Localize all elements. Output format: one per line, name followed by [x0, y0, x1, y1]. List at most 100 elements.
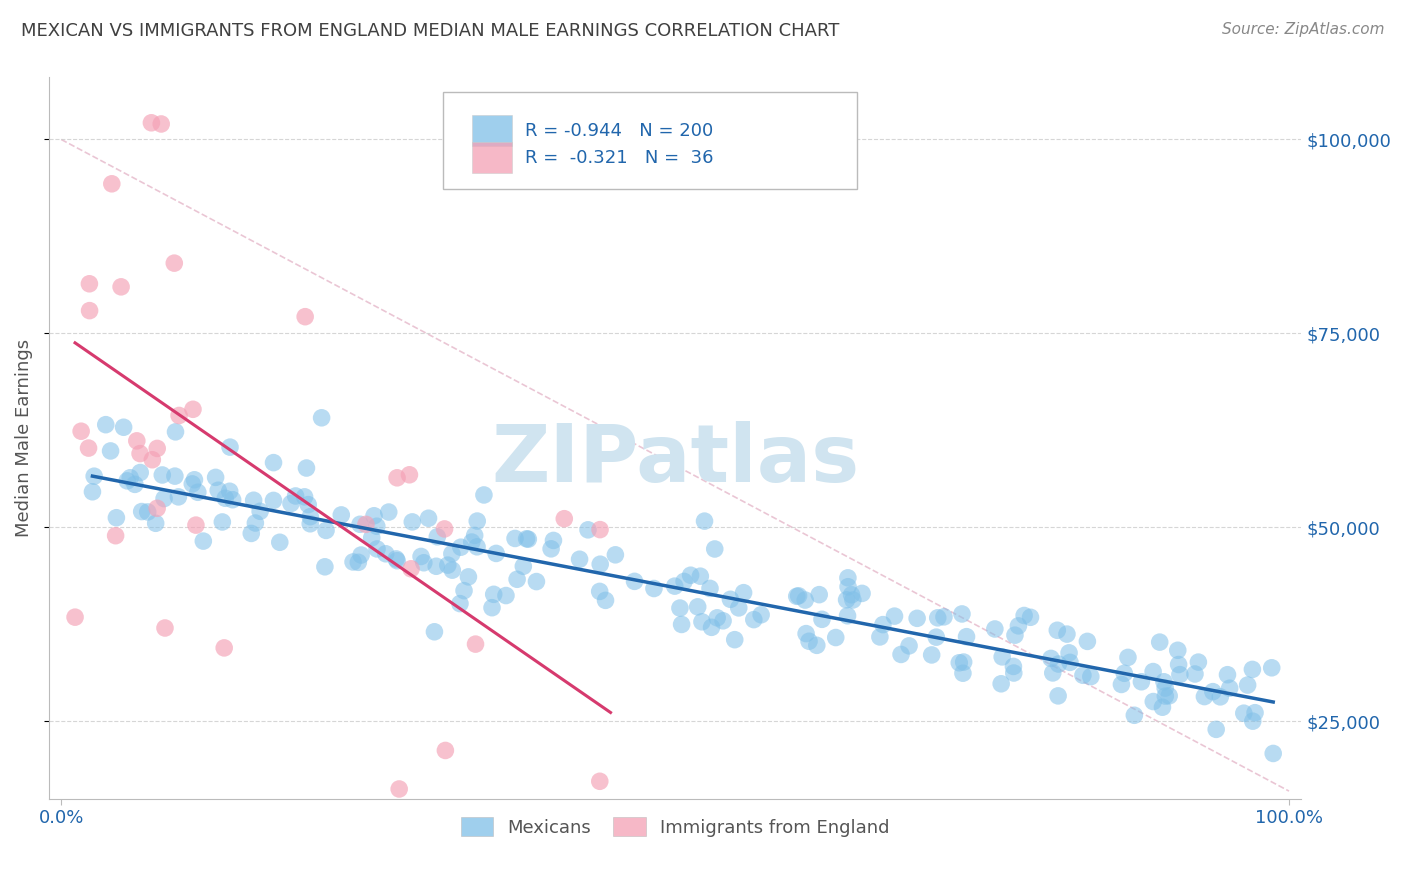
Point	[112, 420, 135, 434]
Point	[294, 490, 316, 504]
Point	[1114, 666, 1136, 681]
Point	[187, 485, 209, 500]
Point	[219, 440, 242, 454]
Point	[1071, 668, 1094, 682]
Point	[214, 491, 236, 506]
Point	[1076, 634, 1098, 648]
Point	[481, 600, 503, 615]
Point	[706, 611, 728, 625]
Point	[1123, 708, 1146, 723]
Point	[835, 592, 858, 607]
Point	[1047, 657, 1070, 671]
Point	[120, 471, 142, 485]
Point	[984, 622, 1007, 636]
Point	[299, 516, 322, 531]
Point	[506, 572, 529, 586]
Point	[129, 466, 152, 480]
Point	[212, 640, 235, 655]
Point	[1059, 656, 1081, 670]
Point	[77, 441, 100, 455]
Point	[543, 533, 565, 548]
Point	[1194, 690, 1216, 704]
Point	[1007, 619, 1029, 633]
Point	[1168, 667, 1191, 681]
Point	[437, 558, 460, 573]
Point	[1202, 684, 1225, 698]
Point	[63, 610, 86, 624]
Point	[1263, 747, 1285, 761]
Point	[240, 526, 263, 541]
Point	[733, 585, 755, 599]
Point	[136, 505, 159, 519]
Point	[465, 540, 488, 554]
Point	[927, 611, 949, 625]
Point	[218, 484, 240, 499]
Point	[1142, 665, 1164, 679]
Point	[464, 637, 486, 651]
Point	[1111, 677, 1133, 691]
Point	[806, 638, 828, 652]
Point	[797, 634, 820, 648]
Point	[399, 562, 422, 576]
Text: R =  -0.321   N =  36: R = -0.321 N = 36	[524, 148, 713, 167]
Point	[952, 655, 974, 669]
Point	[1149, 635, 1171, 649]
Point	[342, 555, 364, 569]
Point	[1154, 689, 1177, 703]
Point	[508, 806, 530, 821]
Point	[1260, 661, 1282, 675]
Point	[167, 409, 190, 423]
Point	[1012, 608, 1035, 623]
Text: MEXICAN VS IMMIGRANTS FROM ENGLAND MEDIAN MALE EARNINGS CORRELATION CHART: MEXICAN VS IMMIGRANTS FROM ENGLAND MEDIA…	[21, 22, 839, 40]
Point	[703, 541, 725, 556]
Point	[423, 624, 446, 639]
Point	[1153, 674, 1175, 689]
Point	[872, 617, 894, 632]
FancyBboxPatch shape	[443, 92, 856, 189]
Point	[869, 630, 891, 644]
Text: ZIPatlas: ZIPatlas	[491, 421, 859, 499]
Point	[461, 535, 484, 549]
Point	[163, 469, 186, 483]
Point	[786, 589, 808, 603]
Point	[263, 456, 285, 470]
Point	[727, 600, 749, 615]
Point	[932, 610, 955, 624]
Point	[207, 483, 229, 498]
FancyBboxPatch shape	[472, 143, 512, 173]
Point	[664, 579, 686, 593]
Point	[1056, 627, 1078, 641]
Point	[131, 505, 153, 519]
Point	[1002, 659, 1025, 673]
Point	[146, 442, 169, 456]
Point	[1167, 657, 1189, 672]
Point	[991, 649, 1014, 664]
Point	[100, 444, 122, 458]
Point	[311, 410, 333, 425]
Point	[824, 631, 846, 645]
Point	[150, 467, 173, 482]
Point	[749, 607, 772, 622]
Point	[374, 547, 396, 561]
Point	[211, 515, 233, 529]
Point	[284, 489, 307, 503]
Point	[485, 546, 508, 560]
Point	[242, 493, 264, 508]
Point	[412, 556, 434, 570]
Point	[711, 614, 734, 628]
Point	[184, 518, 207, 533]
Point	[104, 529, 127, 543]
Point	[689, 569, 711, 583]
Point	[589, 558, 612, 572]
Point	[204, 470, 226, 484]
Point	[450, 540, 472, 554]
Point	[720, 592, 742, 607]
Point	[330, 508, 353, 522]
Point	[433, 522, 456, 536]
Point	[245, 516, 267, 530]
Point	[517, 532, 540, 546]
Point	[426, 530, 449, 544]
Point	[898, 639, 921, 653]
Point	[181, 402, 204, 417]
Point	[576, 523, 599, 537]
